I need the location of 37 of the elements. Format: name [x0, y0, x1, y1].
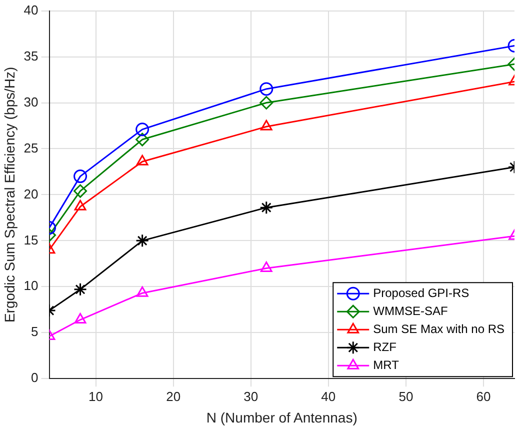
x-tick-label: 20 [166, 388, 181, 404]
x-tick-label: 30 [244, 388, 258, 404]
y-tick-label: 20 [24, 186, 38, 202]
x-tick-label: 50 [398, 388, 414, 404]
x-tick-label: 10 [88, 388, 104, 404]
point [260, 120, 272, 130]
legend-label: WMMSE-SAF [373, 304, 448, 318]
point [136, 132, 150, 146]
legend-label: RZF [373, 340, 396, 354]
y-axis-title: Ergodic Sum Spectral Efficiency (bps/Hz) [1, 66, 18, 323]
legend-label: Proposed GPI-RS [373, 286, 470, 300]
point [74, 170, 88, 184]
point [136, 122, 150, 136]
legend-label: MRT [373, 358, 400, 372]
y-tick-label: 25 [24, 140, 38, 156]
point [136, 154, 148, 166]
y-tick-label: 0 [31, 370, 38, 386]
point [260, 200, 274, 214]
y-tick-label: 35 [24, 48, 38, 64]
point [260, 96, 274, 110]
y-tick-label: 30 [24, 94, 38, 110]
point [260, 262, 272, 272]
point [260, 82, 274, 96]
x-axis-title: N (Number of Antennas) [206, 409, 358, 426]
point [74, 282, 88, 296]
point [74, 313, 86, 324]
y-tick-label: 10 [24, 278, 38, 294]
point [136, 286, 148, 297]
x-tick-label: 40 [321, 388, 336, 404]
legend-label: Sum SE Max with no RS [373, 322, 505, 336]
point [136, 234, 150, 248]
x-tick-label: 60 [476, 388, 491, 404]
point [74, 200, 86, 210]
y-tick-label: 5 [31, 324, 38, 340]
point [74, 184, 88, 198]
y-tick-label: 40 [24, 2, 38, 18]
y-tick-label: 15 [24, 232, 38, 248]
